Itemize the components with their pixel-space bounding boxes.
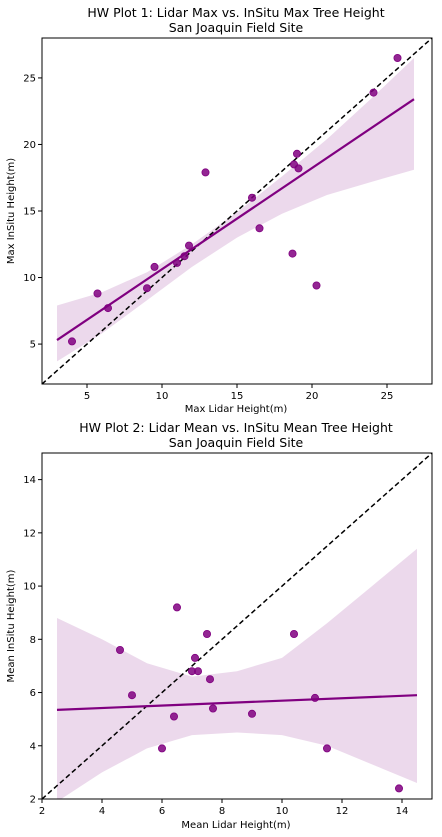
chart-1: HW Plot 1: Lidar Max vs. InSitu Max Tree… xyxy=(6,5,433,415)
chart-1-x-tick-label: 20 xyxy=(306,391,319,402)
chart-2-data-point xyxy=(247,709,256,718)
chart-1-plot-area: 5 10 15 20 25 5 10 15 20 25 xyxy=(23,37,433,402)
chart-2-y-tick-label: 12 xyxy=(23,528,36,539)
chart-1-data-point xyxy=(369,88,378,97)
chart-1-x-axis-label: Max Lidar Height(m) xyxy=(185,404,288,415)
chart-1-data-point xyxy=(201,168,210,177)
chart-2-x-tick-label: 6 xyxy=(159,806,165,817)
chart-1-x-tick-label: 15 xyxy=(231,391,244,402)
chart-2-data-point xyxy=(289,630,298,639)
chart-2-data-layer xyxy=(42,453,432,799)
chart-2-data-point xyxy=(322,744,331,753)
chart-2-data-point xyxy=(116,646,125,655)
chart-2-y-axis-label: Mean InSitu Height(m) xyxy=(6,569,17,682)
chart-2-y-tick-label: 10 xyxy=(23,582,36,593)
chart-1-y-tick-label: 25 xyxy=(23,73,36,84)
chart-2-data-point xyxy=(193,667,202,676)
chart-1-data-point xyxy=(180,252,189,261)
chart-1-y-tick-label: 15 xyxy=(23,207,36,218)
chart-2-y-tick-label: 2 xyxy=(30,795,36,806)
chart-2-plot-area: 2 4 6 8 10 12 14 2 4 6 8 10 12 14 xyxy=(23,452,433,817)
chart-2-x-tick-label: 4 xyxy=(99,806,105,817)
chart-1-data-point xyxy=(312,281,321,290)
chart-2-data-point xyxy=(205,675,214,684)
chart-2-data-point xyxy=(169,712,178,721)
chart-1-data-point xyxy=(142,284,151,293)
chart-2-subtitle: San Joaquin Field Site xyxy=(169,435,304,450)
chart-2-data-point xyxy=(394,784,403,793)
chart-1-x-tick-label: 5 xyxy=(84,391,90,402)
chart-2-data-point xyxy=(157,744,166,753)
chart-2-x-axis-label: Mean Lidar Height(m) xyxy=(181,820,290,831)
chart-1-title: HW Plot 1: Lidar Max vs. InSitu Max Tree… xyxy=(87,5,384,20)
chart-1-y-axis-label: Max InSitu Height(m) xyxy=(6,158,17,264)
chart-1-confidence-band xyxy=(57,58,414,362)
chart-1-x-tick-label: 25 xyxy=(381,391,394,402)
chart-1-data-point xyxy=(247,193,256,202)
chart-1-data-point xyxy=(93,289,102,298)
chart-1-data-point xyxy=(150,262,159,271)
chart-1-regression-line xyxy=(56,98,415,341)
chart-2-x-tick-label: 10 xyxy=(276,806,289,817)
chart-2-x-tick-label: 12 xyxy=(336,806,349,817)
chart-2-data-point xyxy=(202,630,211,639)
chart-1-data-point xyxy=(292,149,301,158)
chart-2-data-point xyxy=(127,691,136,700)
chart-2-data-point xyxy=(172,603,181,612)
chart-1-data-point xyxy=(68,337,77,346)
chart-2-axes-frame xyxy=(41,452,433,800)
chart-1-data-point xyxy=(104,304,113,313)
chart-2-y-tick-label: 8 xyxy=(30,635,36,646)
chart-1-data-layer xyxy=(42,38,432,384)
chart-2-y-tick-label: 4 xyxy=(30,741,36,752)
chart-2-x-tick-label: 14 xyxy=(396,806,409,817)
chart-1-subtitle: San Joaquin Field Site xyxy=(169,20,304,35)
chart-1-data-point xyxy=(184,241,193,250)
chart-2-y-tick-label: 14 xyxy=(23,475,36,486)
chart-1-y-tick-label: 5 xyxy=(30,340,36,351)
chart-1-data-point xyxy=(288,249,297,258)
chart-1-y-tick-label: 20 xyxy=(23,140,36,151)
chart-1-y-tick-label: 10 xyxy=(23,273,36,284)
chart-2-confidence-band xyxy=(57,548,417,799)
chart-2-y-tick-label: 6 xyxy=(30,688,36,699)
chart-1-data-point xyxy=(172,258,181,267)
chart-2-identity-line xyxy=(42,453,432,799)
chart-2-x-tick-label: 8 xyxy=(219,806,225,817)
chart-1-x-tick-label: 10 xyxy=(156,391,169,402)
chart-1-data-point xyxy=(255,224,264,233)
chart-2-regression-line xyxy=(56,694,418,711)
chart-2-data-point xyxy=(190,653,199,662)
chart-1-identity-line xyxy=(42,38,432,384)
chart-2-data-point xyxy=(208,704,217,713)
chart-1-data-point xyxy=(294,164,303,173)
chart-2-x-tick-label: 2 xyxy=(39,806,45,817)
chart-2-title: HW Plot 2: Lidar Mean vs. InSitu Mean Tr… xyxy=(79,420,393,435)
chart-1-data-point xyxy=(393,54,402,63)
chart-2-data-point xyxy=(310,693,319,702)
chart-2: HW Plot 2: Lidar Mean vs. InSitu Mean Tr… xyxy=(6,420,433,831)
